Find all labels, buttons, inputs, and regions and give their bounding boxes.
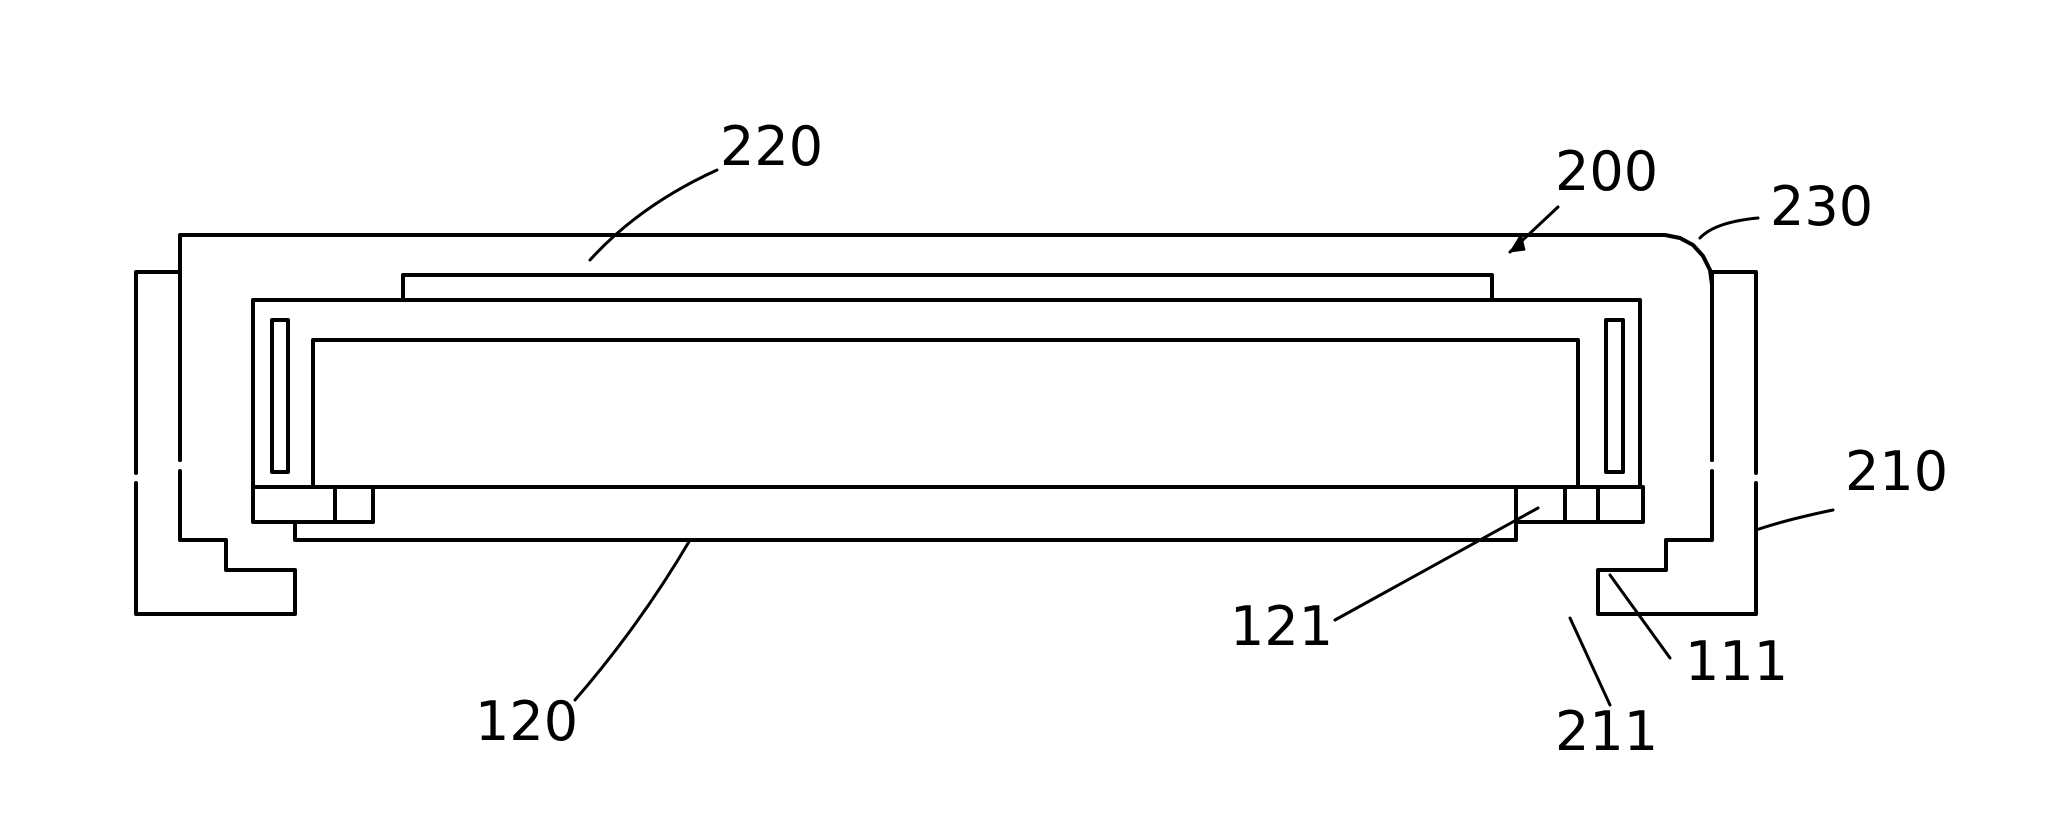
- label-l200: 200: [1555, 140, 1658, 203]
- inner-housing-notch-l: [253, 487, 335, 522]
- leader-121: [1335, 508, 1538, 620]
- leader-211: [1570, 618, 1610, 705]
- label-l210: 210: [1845, 440, 1948, 503]
- label-l120: 120: [475, 690, 578, 753]
- top-bar-220: [403, 275, 1492, 300]
- label-l230: 230: [1770, 175, 1873, 238]
- inner-housing-notch-r: [1565, 487, 1643, 522]
- label-l211: 211: [1555, 700, 1658, 763]
- inner-core-foot-l: [335, 487, 373, 522]
- cross-section-diagram: 220 200 230 210 120 121 111 211: [0, 0, 2071, 829]
- shell-bottom-left-outer: [136, 471, 295, 614]
- shell-top-left: [180, 235, 1655, 460]
- shell-right-lip: [1712, 272, 1756, 473]
- inner-core: [313, 340, 1578, 487]
- side-bar-left: [272, 320, 288, 472]
- leader-230: [1700, 218, 1758, 238]
- shell-top-right: [1655, 235, 1712, 460]
- leader-120: [575, 540, 690, 700]
- inner-housing-120: [253, 300, 1640, 540]
- label-l111: 111: [1685, 630, 1788, 693]
- leader-210: [1756, 510, 1833, 530]
- label-l121: 121: [1230, 595, 1333, 658]
- shell-left-lip: [136, 272, 180, 473]
- leader-220: [590, 170, 717, 260]
- side-bar-right: [1606, 320, 1623, 472]
- leader-111: [1610, 575, 1670, 658]
- label-l220: 220: [720, 115, 823, 178]
